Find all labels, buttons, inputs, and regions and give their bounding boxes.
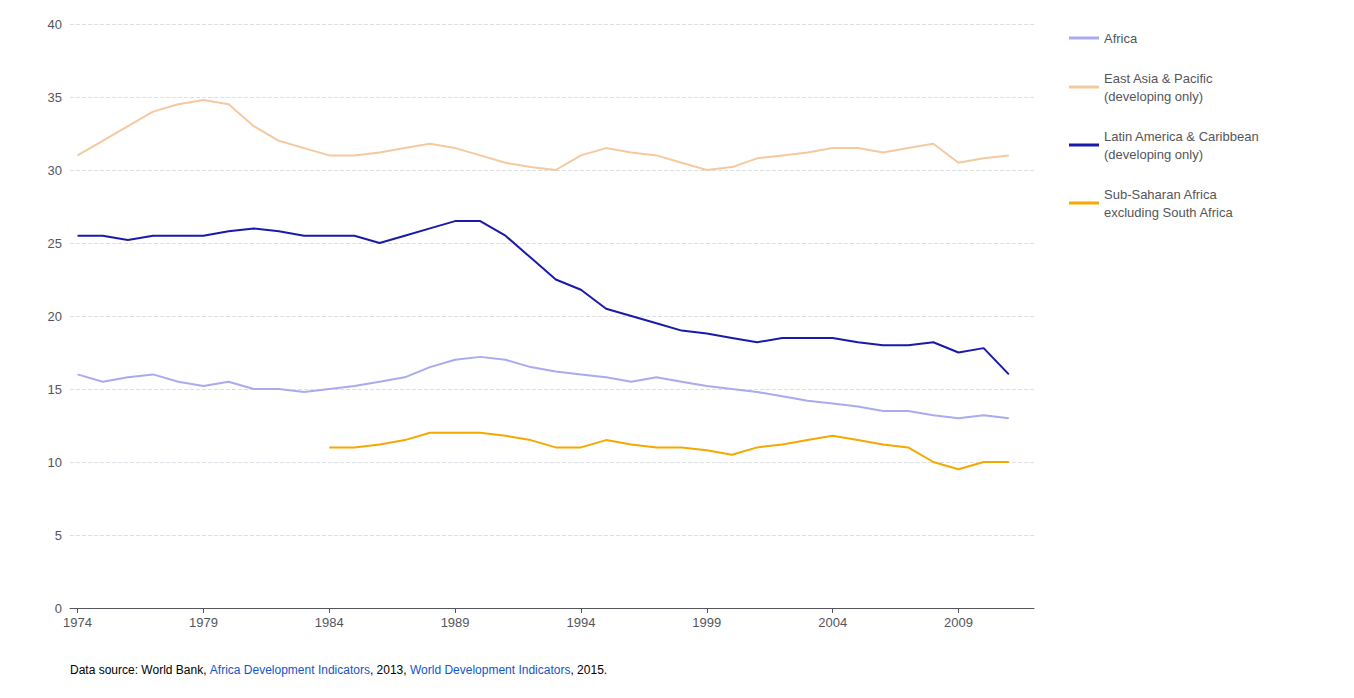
svg-text:2004: 2004 — [818, 615, 847, 630]
svg-text:(developing only): (developing only) — [1104, 89, 1203, 104]
svg-text:40: 40 — [48, 17, 62, 32]
svg-text:Africa: Africa — [1104, 31, 1138, 46]
svg-text:1994: 1994 — [566, 615, 595, 630]
svg-text:Latin America & Caribbean: Latin America & Caribbean — [1104, 129, 1259, 144]
svg-text:15: 15 — [48, 382, 62, 397]
svg-text:1999: 1999 — [692, 615, 721, 630]
svg-text:30: 30 — [48, 163, 62, 178]
svg-text:, 2013,: , 2013, — [370, 663, 410, 677]
svg-text:5: 5 — [55, 528, 62, 543]
svg-text:1984: 1984 — [315, 615, 344, 630]
svg-text:20: 20 — [48, 309, 62, 324]
svg-text:25: 25 — [48, 236, 62, 251]
svg-text:1989: 1989 — [441, 615, 470, 630]
svg-text:Data source: World Bank,: Data source: World Bank, — [70, 663, 210, 677]
svg-text:excluding South Africa: excluding South Africa — [1104, 205, 1233, 220]
svg-text:(developing only): (developing only) — [1104, 147, 1203, 162]
svg-text:Africa Development Indicators: Africa Development Indicators — [210, 663, 370, 677]
svg-text:East Asia & Pacific: East Asia & Pacific — [1104, 71, 1213, 86]
svg-text:0: 0 — [55, 601, 62, 616]
svg-text:1979: 1979 — [189, 615, 218, 630]
svg-text:10: 10 — [48, 455, 62, 470]
svg-text:World Development Indicators: World Development Indicators — [410, 663, 571, 677]
svg-text:35: 35 — [48, 90, 62, 105]
svg-text:Sub-Saharan Africa: Sub-Saharan Africa — [1104, 187, 1218, 202]
svg-text:2009: 2009 — [944, 615, 973, 630]
svg-text:, 2015.: , 2015. — [570, 663, 607, 677]
svg-text:1974: 1974 — [63, 615, 92, 630]
